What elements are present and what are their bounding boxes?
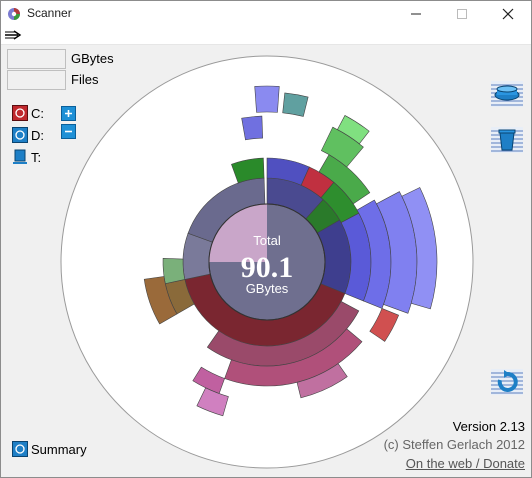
window-title: Scanner	[27, 6, 72, 20]
disk-icon	[491, 81, 523, 107]
segment[interactable]	[254, 85, 280, 113]
version-text: Version 2.13	[452, 419, 525, 434]
minimize-icon	[411, 13, 421, 15]
center-highlight	[209, 204, 267, 262]
title-bar: Scanner	[1, 1, 531, 27]
center-caption: Total	[253, 233, 281, 248]
maximize-button[interactable]	[439, 1, 485, 27]
segment[interactable]	[143, 276, 178, 325]
minus-icon	[65, 130, 72, 133]
drive-view-button[interactable]	[491, 79, 523, 109]
files-field	[7, 70, 66, 90]
copyright-text: (c) Steffen Gerlach 2012	[383, 437, 525, 452]
close-icon	[502, 8, 514, 20]
segment[interactable]	[196, 387, 229, 417]
segment[interactable]	[369, 308, 400, 342]
web-donate-link[interactable]: On the web / Donate	[405, 456, 525, 471]
drive-c-label: C:	[31, 106, 44, 121]
monitor-drive-icon	[13, 149, 27, 164]
drive-t-label: T:	[31, 150, 42, 165]
refresh-button[interactable]	[491, 367, 523, 397]
segment[interactable]	[337, 115, 370, 145]
center-value: 90.1	[241, 251, 294, 284]
folder-view-button[interactable]	[491, 125, 523, 155]
close-button[interactable]	[485, 1, 531, 27]
sunburst-chart[interactable]: Total 90.1 GBytes	[1, 45, 531, 477]
minimize-button[interactable]	[393, 1, 439, 27]
app-icon	[8, 8, 20, 20]
trash-icon	[491, 127, 523, 153]
center-unit: GBytes	[246, 281, 289, 296]
blue-drive-icon	[12, 127, 28, 143]
segment[interactable]	[162, 258, 186, 284]
arrow-right-icon[interactable]	[4, 28, 26, 42]
summary-label: Summary	[31, 442, 87, 457]
segment[interactable]	[401, 187, 438, 310]
refresh-icon	[491, 369, 523, 395]
sunburst-rings	[143, 85, 438, 417]
segment[interactable]	[282, 92, 309, 117]
toolbar	[1, 27, 531, 45]
files-label: Files	[71, 72, 99, 87]
main-area: Total 90.1 GBytes GBytes Files C: D:	[1, 45, 531, 477]
segment[interactable]	[231, 157, 265, 184]
expand-button[interactable]	[61, 106, 76, 121]
plus-icon	[65, 110, 72, 117]
gbytes-field	[7, 49, 66, 69]
maximize-icon	[457, 9, 467, 19]
segment[interactable]	[296, 363, 348, 399]
segment[interactable]	[241, 115, 263, 141]
gbytes-label: GBytes	[71, 51, 114, 66]
drive-d-label: D:	[31, 128, 44, 143]
collapse-button[interactable]	[61, 124, 76, 139]
red-drive-icon	[12, 105, 28, 121]
blue-drive-icon	[12, 441, 28, 457]
